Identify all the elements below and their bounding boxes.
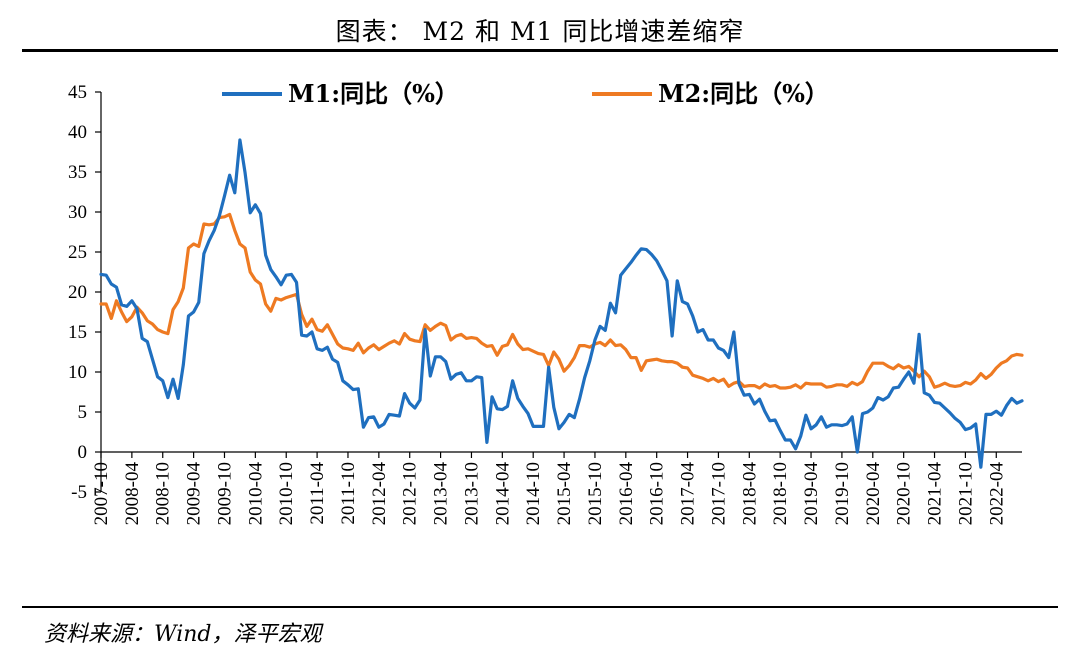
y-tick-label: 35 — [68, 162, 87, 183]
x-tick-label: 2020-04 — [863, 462, 884, 526]
x-tick-label: 2019-04 — [801, 462, 822, 526]
x-tick-label: 2017-04 — [678, 462, 699, 526]
legend-label-m2: M2:同比（%） — [658, 79, 829, 108]
line-chart: M1:同比（%） M2:同比（%） -5 0 5 10 15 20 25 30 35 40 45 20… — [68, 79, 1024, 525]
source-note: 资料来源：Wind，泽平宏观 — [44, 622, 322, 647]
x-tick-label: 2021-10 — [955, 462, 976, 525]
legend-label-m1: M1:同比（%） — [288, 79, 459, 108]
x-tick-label: 2019-10 — [832, 462, 853, 525]
y-tick-label: 20 — [68, 282, 87, 303]
x-tick-label: 2009-10 — [214, 462, 235, 525]
y-tick-label: 40 — [68, 122, 87, 143]
x-tick-label: 2017-10 — [708, 462, 729, 525]
y-tick-label: 15 — [68, 322, 87, 343]
x-tick-label: 2009-04 — [184, 462, 205, 526]
x-tick-label: 2013-10 — [461, 462, 482, 525]
x-tick-label: 2011-04 — [307, 462, 328, 525]
x-tick-label: 2013-04 — [431, 462, 452, 526]
y-tick-label: 30 — [68, 202, 87, 223]
x-tick-label: 2016-04 — [616, 462, 637, 526]
x-tick-label: 2011-10 — [338, 462, 359, 525]
x-tick-label: 2014-04 — [492, 462, 513, 526]
x-tick-label: 2015-10 — [585, 462, 606, 525]
y-tick-label: 0 — [78, 442, 88, 463]
x-tick-label: 2021-04 — [925, 462, 946, 526]
x-tick-label: 2018-10 — [770, 462, 791, 525]
x-tick-label: 2007-10 — [91, 462, 112, 525]
series-line-m2 — [99, 212, 1024, 390]
chart-plot-area — [99, 138, 1024, 469]
series-line-m1 — [99, 138, 1024, 469]
x-tick-label: 2014-10 — [523, 462, 544, 525]
bottom-rule — [22, 606, 1058, 608]
x-tick-label: 2022-04 — [986, 462, 1007, 526]
y-tick-label: -5 — [71, 482, 87, 503]
x-tick-label: 2012-04 — [369, 462, 390, 526]
y-tick-label: 5 — [78, 402, 88, 423]
x-tick-label: 2008-10 — [153, 462, 174, 525]
x-tick-label: 2015-04 — [554, 462, 575, 526]
chart-legend: M1:同比（%） M2:同比（%） — [222, 79, 829, 108]
x-tick-label: 2020-10 — [894, 462, 915, 525]
x-tick-label: 2012-10 — [400, 462, 421, 525]
x-tick-label: 2018-04 — [739, 462, 760, 526]
x-tick-label: 2016-10 — [647, 462, 668, 525]
x-tick-label: 2010-10 — [276, 462, 297, 525]
y-tick-label: 45 — [68, 82, 87, 103]
y-tick-label: 10 — [68, 362, 87, 383]
x-tick-label: 2010-04 — [245, 462, 266, 526]
page-title: 图表： M2 和 M1 同比增速差缩窄 — [335, 17, 745, 46]
chart-axes: -5 0 5 10 15 20 25 30 35 40 45 2007-10 2008-04 2008-1… — [68, 82, 1022, 525]
top-rule — [22, 49, 1058, 52]
y-tick-label: 25 — [68, 242, 87, 263]
x-tick-label: 2008-04 — [122, 462, 143, 526]
